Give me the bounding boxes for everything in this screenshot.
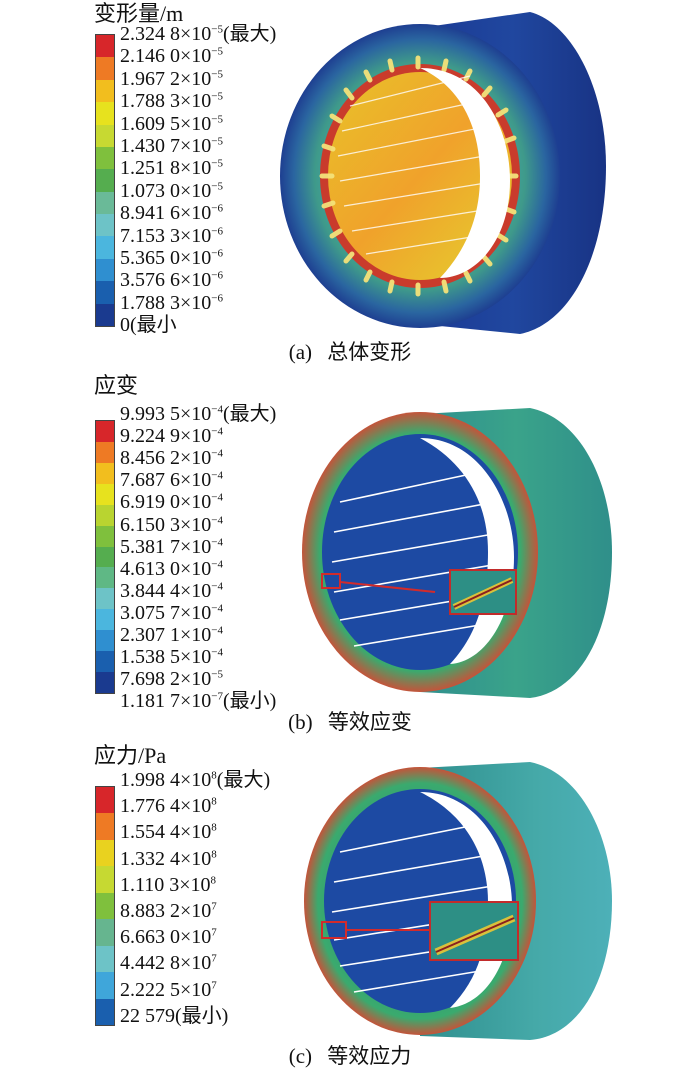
figure-caption: (b) 等效应变 [0, 710, 700, 734]
legend-value: 1.998 4×108(最大) [120, 769, 271, 791]
legend-value: 1.554 4×108 [120, 821, 217, 844]
legend-value: 4.442 8×107 [120, 952, 217, 975]
panel-total-deformation: 变形量/m 2.324 8×10−5(最大) 2.146 0×10−5 1.967 … [0, 0, 700, 372]
color-swatch [96, 462, 114, 484]
color-swatch [96, 303, 114, 326]
color-swatch [96, 35, 114, 58]
color-swatch [96, 441, 114, 463]
caption-text: 等效应力 [327, 1044, 412, 1068]
legend-value: 6.919 0×10−4 [120, 491, 223, 514]
caption-tag: (b) [288, 710, 313, 734]
legend-value: 9.224 9×10−4 [120, 425, 223, 448]
legend-value: 6.663 0×107 [120, 926, 217, 949]
legend-value: 2.146 0×10−5 [120, 45, 223, 68]
color-swatch [96, 258, 114, 282]
legend-value: 8.883 2×107 [120, 900, 217, 922]
legend-value: 5.365 0×10−6 [120, 247, 223, 269]
legend-value: 1.788 3×10−5 [120, 90, 223, 113]
legend-value: 1.538 5×10−4 [120, 646, 223, 669]
legend-value: 7.153 3×10−6 [120, 224, 223, 247]
legend-value: 2.307 1×10−4 [120, 624, 223, 646]
color-swatch [96, 504, 114, 526]
panel-equivalent-stress: 应力/Pa 1.998 4×108(最大) 1.776 4×108 1.554 4×… [0, 742, 700, 1078]
legend-value: 5.381 7×10−4 [120, 535, 223, 558]
color-scale-bar [95, 420, 115, 694]
color-swatch [96, 483, 114, 505]
legend-value: 3.576 6×10−6 [120, 269, 223, 292]
legend-value: 22 579(最小) [120, 1004, 229, 1027]
panel-equivalent-strain: 应变 9.993 5×10−4(最大) 9.224 9×10−4 8.456 2×1… [0, 372, 700, 742]
motor-deformation-model [280, 12, 606, 334]
legend-value: 1.181 7×10−7(最小) [120, 690, 277, 713]
legend-value: 1.967 2×10−5 [120, 67, 223, 90]
legend-value: 8.941 6×10−6 [120, 202, 223, 225]
color-scale-bar [95, 34, 115, 327]
color-swatch [96, 79, 114, 103]
legend-value: 1.251 8×10−5 [120, 157, 223, 180]
motor-stress-model [304, 762, 612, 1040]
legend-value: 4.613 0×10−4 [120, 557, 223, 580]
color-swatch [96, 546, 114, 568]
legend-value: 1.110 3×108 [120, 873, 217, 896]
figure-caption: (a) 总体变形 [0, 340, 700, 364]
color-swatch [96, 169, 114, 192]
color-swatch [96, 787, 114, 814]
color-swatch [96, 972, 114, 999]
legend-value: 9.993 5×10−4(最大) [120, 403, 277, 425]
caption-text: 总体变形 [327, 340, 412, 364]
color-swatch [96, 919, 114, 946]
figure-caption: (c) 等效应力 [0, 1044, 700, 1068]
legend-title: 变形量/m [94, 1, 184, 26]
legend-value: 1.609 5×10−5 [120, 112, 223, 135]
legend-value: 0(最小 [120, 314, 177, 337]
legend-value: 7.687 6×10−4 [120, 469, 223, 492]
legend-value: 2.222 5×107 [120, 978, 217, 1001]
color-swatch [96, 421, 114, 442]
legend-value: 7.698 2×10−5 [120, 668, 223, 691]
color-swatch [96, 588, 114, 610]
color-swatch [96, 214, 114, 237]
color-swatch [96, 672, 114, 693]
legend-value: 1.332 4×108 [120, 847, 217, 870]
legend-value: 1.073 0×10−5 [120, 179, 223, 202]
color-swatch [96, 525, 114, 547]
color-swatch [96, 630, 114, 652]
color-swatch [96, 281, 114, 304]
legend-value: 6.150 3×10−4 [120, 513, 223, 536]
legend-value: 3.844 4×10−4 [120, 579, 223, 602]
color-swatch [96, 866, 114, 893]
color-swatch [96, 651, 114, 673]
color-swatch [96, 102, 114, 125]
color-swatch [96, 892, 114, 920]
legend-value: 1.776 4×108 [120, 795, 217, 818]
color-swatch [96, 998, 114, 1025]
color-swatch [96, 609, 114, 631]
color-swatch [96, 191, 114, 214]
legend-title: 应力/Pa [94, 743, 167, 768]
legend-value: 8.456 2×10−4 [120, 447, 223, 470]
legend-value: 3.075 7×10−4 [120, 601, 223, 624]
legend-value: 1.788 3×10−6 [120, 291, 223, 314]
color-swatch [96, 567, 114, 589]
color-swatch [96, 813, 114, 840]
color-swatch [96, 236, 114, 259]
color-swatch [96, 57, 114, 80]
color-swatch [96, 124, 114, 147]
motor-strain-model [302, 408, 612, 698]
caption-tag: (a) [288, 340, 313, 364]
caption-text: 等效应变 [327, 710, 412, 734]
legend-value: 1.430 7×10−5 [120, 135, 223, 157]
legend-value: 2.324 8×10−5(最大) [120, 23, 277, 45]
color-swatch [96, 839, 114, 867]
legend-title: 应变 [94, 373, 139, 398]
color-scale-bar [95, 786, 115, 1026]
color-swatch [96, 146, 114, 170]
color-swatch [96, 945, 114, 973]
caption-tag: (c) [288, 1044, 313, 1068]
